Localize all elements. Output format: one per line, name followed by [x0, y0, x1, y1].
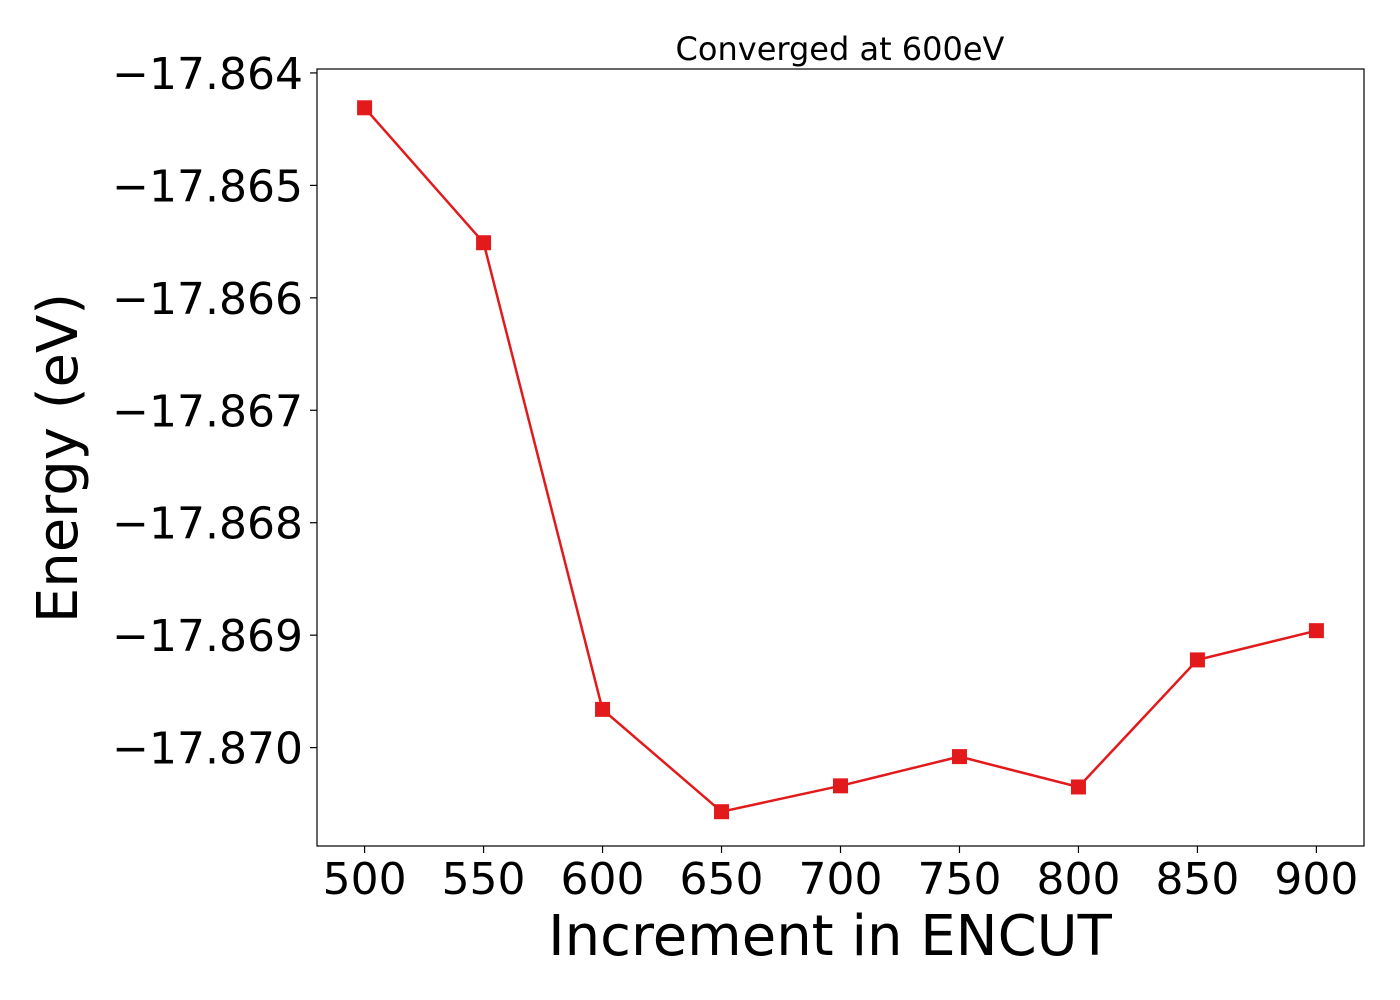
data-point-marker: [595, 701, 611, 717]
x-tick-label: 900: [1274, 854, 1358, 905]
data-point-marker: [1308, 623, 1324, 639]
y-axis-title: Energy (eV): [26, 293, 91, 623]
x-tick-label: 800: [1036, 854, 1120, 905]
y-tick-label: −17.864: [112, 49, 303, 100]
x-tick-label: 700: [799, 854, 883, 905]
chart-title: Converged at 600eV: [676, 30, 1005, 68]
data-point-marker: [1070, 779, 1086, 795]
y-tick-label: −17.866: [112, 274, 303, 325]
x-tick-label: 550: [442, 854, 526, 905]
series-line: [363, 106, 1317, 814]
data-point-marker: [714, 804, 730, 820]
data-point-marker: [476, 235, 492, 251]
data-point-marker: [357, 100, 373, 116]
y-tick-label: −17.868: [112, 499, 303, 550]
data-point-marker: [833, 778, 848, 794]
plot-area: 500 550 600 650 700 750 800 850 900 −17.864−17.8…: [112, 49, 1365, 905]
y-axis: −17.864 −17.865 −17.866 −17.867 −17.868 −17.8…: [112, 49, 317, 775]
x-axis: 500 550 600 650 700 750 800 850 900: [323, 846, 1358, 905]
plot-frame: [316, 68, 1365, 847]
x-axis-title: Increment in ENCUT: [548, 904, 1113, 969]
x-tick-label: 500: [323, 854, 407, 905]
y-tick-label: −17.865: [112, 161, 303, 212]
x-tick-label: 650: [680, 854, 764, 905]
data-series: [357, 100, 1324, 820]
y-tick-label: −17.870: [112, 724, 303, 775]
data-point-marker: [1189, 652, 1205, 668]
x-tick-label: 850: [1155, 854, 1239, 905]
x-tick-label: 600: [561, 854, 645, 905]
data-point-marker: [951, 749, 967, 765]
y-tick-label: −17.867: [112, 386, 303, 437]
y-tick-label: −17.869: [112, 611, 303, 662]
x-tick-label: 750: [917, 854, 1001, 905]
